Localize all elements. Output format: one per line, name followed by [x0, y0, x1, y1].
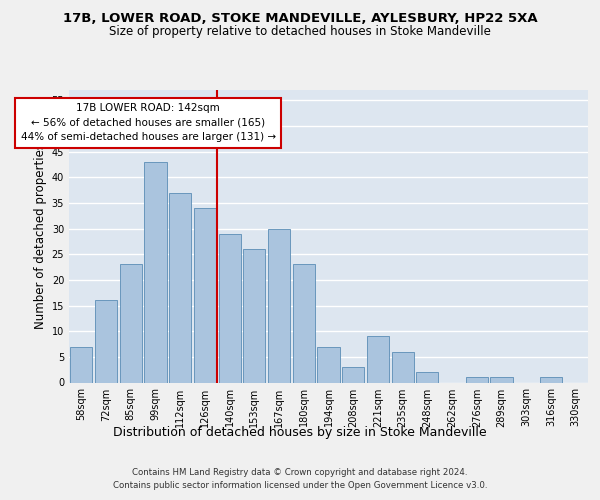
Bar: [317, 346, 340, 382]
Bar: [218, 234, 241, 382]
Bar: [268, 228, 290, 382]
Bar: [194, 208, 216, 382]
Bar: [342, 367, 364, 382]
Bar: [169, 192, 191, 382]
Text: Distribution of detached houses by size in Stoke Mandeville: Distribution of detached houses by size …: [113, 426, 487, 439]
Bar: [416, 372, 439, 382]
Text: Size of property relative to detached houses in Stoke Mandeville: Size of property relative to detached ho…: [109, 25, 491, 38]
Text: Contains public sector information licensed under the Open Government Licence v3: Contains public sector information licen…: [113, 482, 487, 490]
Bar: [466, 378, 488, 382]
Bar: [95, 300, 117, 382]
Bar: [119, 264, 142, 382]
Bar: [490, 378, 512, 382]
Bar: [145, 162, 167, 382]
Bar: [392, 352, 414, 382]
Bar: [70, 346, 92, 382]
Bar: [293, 264, 315, 382]
Y-axis label: Number of detached properties: Number of detached properties: [34, 143, 47, 329]
Bar: [540, 378, 562, 382]
Bar: [367, 336, 389, 382]
Text: 17B LOWER ROAD: 142sqm
← 56% of detached houses are smaller (165)
44% of semi-de: 17B LOWER ROAD: 142sqm ← 56% of detached…: [20, 103, 275, 142]
Text: Contains HM Land Registry data © Crown copyright and database right 2024.: Contains HM Land Registry data © Crown c…: [132, 468, 468, 477]
Text: 17B, LOWER ROAD, STOKE MANDEVILLE, AYLESBURY, HP22 5XA: 17B, LOWER ROAD, STOKE MANDEVILLE, AYLES…: [62, 12, 538, 26]
Bar: [243, 249, 265, 382]
